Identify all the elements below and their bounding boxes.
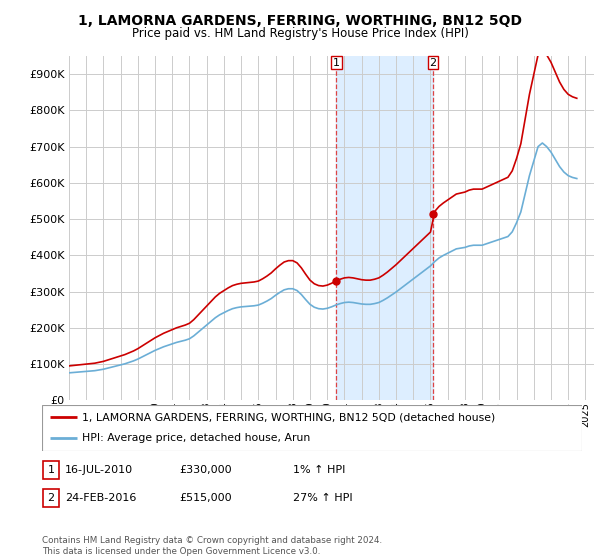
Text: 1: 1	[333, 58, 340, 68]
Text: £330,000: £330,000	[179, 465, 232, 475]
Bar	[337, 56, 433, 400]
Text: 1: 1	[47, 465, 55, 475]
Text: 27% ↑ HPI: 27% ↑ HPI	[293, 493, 352, 503]
Text: 1, LAMORNA GARDENS, FERRING, WORTHING, BN12 5QD: 1, LAMORNA GARDENS, FERRING, WORTHING, B…	[78, 14, 522, 28]
Text: 24-FEB-2016: 24-FEB-2016	[65, 493, 136, 503]
Text: HPI: Average price, detached house, Arun: HPI: Average price, detached house, Arun	[83, 433, 311, 444]
Text: 1, LAMORNA GARDENS, FERRING, WORTHING, BN12 5QD (detached house): 1, LAMORNA GARDENS, FERRING, WORTHING, B…	[83, 412, 496, 422]
Text: 16-JUL-2010: 16-JUL-2010	[65, 465, 133, 475]
Text: 2: 2	[47, 493, 55, 503]
Text: 1% ↑ HPI: 1% ↑ HPI	[293, 465, 345, 475]
Text: £515,000: £515,000	[179, 493, 232, 503]
Text: Price paid vs. HM Land Registry's House Price Index (HPI): Price paid vs. HM Land Registry's House …	[131, 27, 469, 40]
Text: 2: 2	[430, 58, 437, 68]
Text: Contains HM Land Registry data © Crown copyright and database right 2024.
This d: Contains HM Land Registry data © Crown c…	[42, 536, 382, 556]
